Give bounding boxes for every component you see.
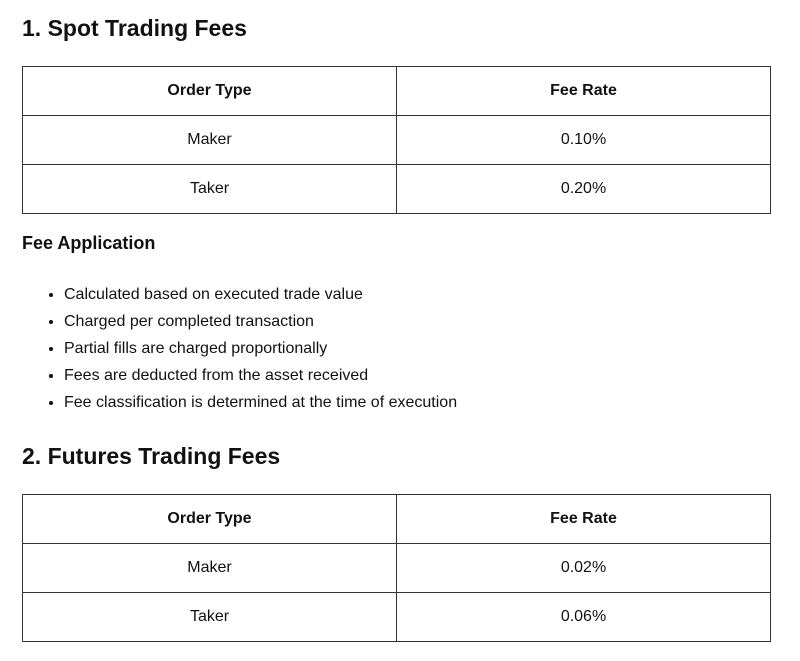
list-item: Partial fills are charged proportionally [64, 335, 457, 362]
list-item: Fees are deducted from the asset receive… [64, 362, 457, 389]
table-cell: 0.02% [396, 543, 771, 593]
section-heading: 1. Spot Trading Fees [22, 15, 247, 41]
list-item: Fee classification is determined at the … [64, 389, 457, 416]
column-header: Order Type [22, 66, 397, 116]
table-cell: 0.06% [396, 592, 771, 642]
list-item: Charged per completed transaction [64, 308, 457, 335]
bullet-list: Calculated based on executed trade value… [22, 281, 457, 416]
subheading: Fee Application [22, 233, 156, 253]
column-header: Fee Rate [396, 494, 771, 544]
column-header: Fee Rate [396, 66, 771, 116]
section-heading: 2. Futures Trading Fees [22, 443, 281, 469]
table-cell: 0.20% [396, 164, 771, 214]
column-header: Order Type [22, 494, 397, 544]
fee-table: Order Type Fee Rate Maker 0.02% Taker 0.06% [22, 494, 771, 642]
fee-table: Order Type Fee Rate Maker 0.10% Taker 0.20% [22, 66, 771, 214]
table-cell: Taker [22, 164, 397, 214]
table-cell: 0.10% [396, 115, 771, 165]
table-cell: Maker [22, 543, 397, 593]
list-item: Calculated based on executed trade value [64, 281, 457, 308]
table-cell: Taker [22, 592, 397, 642]
table-cell: Maker [22, 115, 397, 165]
